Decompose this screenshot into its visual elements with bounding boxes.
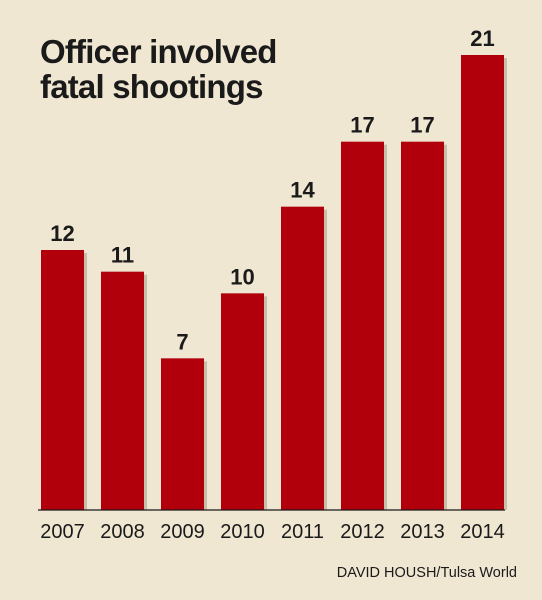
- bar-2008: [101, 271, 144, 510]
- value-label-2010: 10: [230, 264, 254, 289]
- bar-2011: [281, 206, 324, 510]
- x-tick-label-2011: 2011: [281, 521, 324, 543]
- x-tick-labels-group: 2007 2008 2009 2010 2011 2012 2013 2014: [40, 521, 505, 543]
- chart-title-line-1: Officer involved: [40, 33, 277, 70]
- bar-2012: [341, 141, 384, 510]
- x-tick-label-2009: 2009: [160, 521, 205, 543]
- credit-line: DAVID HOUSH/Tulsa World: [337, 565, 517, 581]
- bars-group: [41, 55, 504, 510]
- chart-title-line-2: fatal shootings: [40, 68, 263, 105]
- value-label-2012: 17: [350, 113, 374, 138]
- bar-2014: [461, 55, 504, 510]
- x-tick-label-2012: 2012: [340, 521, 385, 543]
- x-tick-label-2010: 2010: [220, 521, 265, 543]
- bar-2009: [161, 358, 204, 510]
- x-tick-label-2014: 2014: [460, 521, 505, 543]
- x-tick-label-2013: 2013: [400, 521, 445, 543]
- value-labels-group: 12 11 7 10 14 17 17 21: [50, 26, 494, 354]
- value-label-2014: 21: [470, 26, 494, 51]
- value-label-2007: 12: [50, 221, 74, 246]
- value-label-2008: 11: [111, 243, 134, 268]
- bar-2007: [41, 250, 84, 510]
- value-label-2009: 7: [176, 329, 188, 354]
- x-tick-label-2008: 2008: [100, 521, 145, 543]
- bar-2010: [221, 293, 264, 510]
- x-tick-label-2007: 2007: [40, 521, 85, 543]
- value-label-2013: 17: [410, 113, 434, 138]
- bar-2013: [401, 141, 444, 510]
- value-label-2011: 14: [290, 178, 315, 203]
